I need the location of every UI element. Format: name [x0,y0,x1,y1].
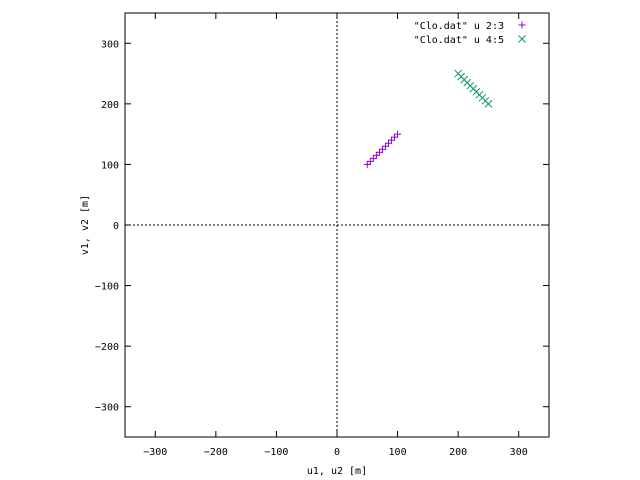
x-tick-label: 200 [449,447,467,458]
plot-frame [124,12,550,438]
tick-labels: −300 −200 −100 0 100 200 300 −300 −200 −100 0 100 20… [95,39,528,458]
data-point [375,148,383,156]
legend-marker [518,35,526,43]
data-point [384,139,392,147]
data-point [369,154,377,162]
legend-label: "Clo.dat" u 2:3 [414,21,504,32]
zero-axes [125,13,549,437]
legend-marker [518,21,526,29]
y-tick-label: −200 [95,342,119,353]
legend: "Clo.dat" u 2:3 "Clo.dat" u 4:5 [414,21,526,46]
data-point [363,160,371,168]
x-axis-label: u1, u2 [m] [307,466,367,477]
x-tick-label: 300 [510,447,528,458]
y-tick-label: −100 [95,282,119,293]
data-point [378,145,386,153]
x-tick-label: 0 [334,447,340,458]
legend-item-2: "Clo.dat" u 4:5 [414,35,526,46]
y-axis-label: v1, v2 [m] [80,195,91,255]
legend-label: "Clo.dat" u 4:5 [414,35,504,46]
axis-ticks [125,13,549,437]
y-tick-label: 0 [113,221,119,232]
y-tick-label: 100 [101,160,119,171]
x-tick-label: −200 [204,447,228,458]
data-point [372,151,380,159]
data-point [388,136,396,144]
y-tick-label: −300 [95,403,119,414]
legend-item-1: "Clo.dat" u 2:3 [414,21,526,32]
data-point [394,130,402,138]
y-tick-label: 200 [101,100,119,111]
data-series [363,69,493,168]
series-1 [363,130,402,168]
data-point [391,133,399,141]
x-tick-label: −300 [143,447,167,458]
series-2 [454,69,493,108]
x-tick-label: 100 [389,447,407,458]
x-tick-label: −100 [264,447,288,458]
data-point [366,157,374,165]
data-point [484,100,493,108]
y-tick-label: 300 [101,39,119,50]
data-point [381,142,389,150]
